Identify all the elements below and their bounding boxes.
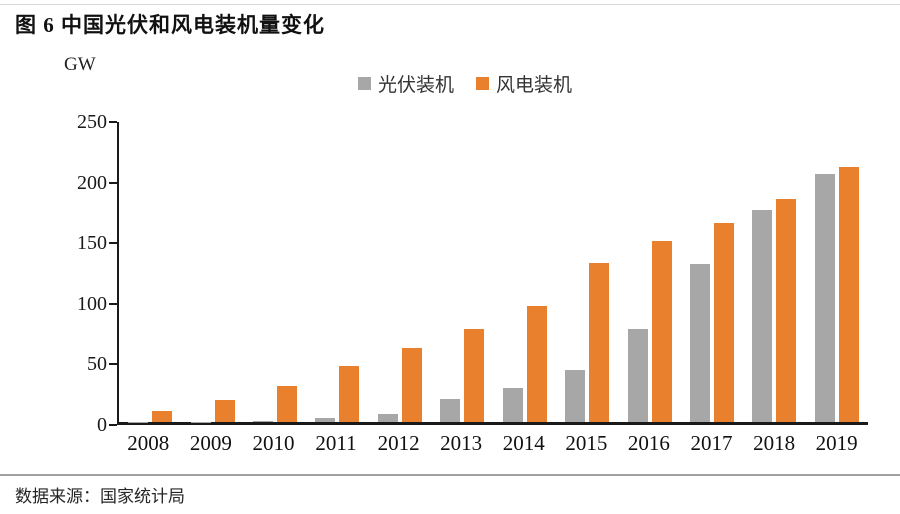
bar-wind-2015: [589, 263, 610, 422]
x-axis-label-2015: 2015: [565, 431, 608, 455]
bar-wind-2010: [277, 385, 298, 422]
legend-label-wind: 风电装机: [496, 75, 573, 96]
x-axis-label-2017: 2017: [690, 431, 733, 455]
bar-group-2015: [556, 122, 618, 422]
bar-group-2014: [494, 122, 556, 422]
bar-wind-2017: [714, 223, 734, 422]
x-axis-labels: 2008 2009 2010 2011 2012 2013 2014 2015 2016 2017…: [117, 431, 868, 456]
x-axis-label-2012: 2012: [377, 431, 420, 455]
y-tick-label-250: 250: [77, 111, 107, 133]
bar-pv-2017: [690, 264, 710, 422]
bar-pv-2012: [377, 413, 398, 422]
bottom-divider: [0, 474, 900, 476]
legend: 光伏装机 风电装机: [0, 70, 900, 97]
bar-group-2013: [431, 122, 493, 422]
bar-group-2011: [306, 122, 368, 422]
bar-group-2017: [681, 122, 743, 422]
bar-wind-2014: [526, 305, 547, 422]
bar-wind-2018: [776, 199, 797, 422]
x-axis-label-2018: 2018: [753, 431, 796, 455]
wind-series-swatch-icon: [476, 77, 489, 90]
y-tick-mark-100: [109, 302, 117, 305]
x-axis-label-2010: 2010: [252, 431, 295, 455]
bar-pv-2013: [440, 398, 461, 422]
bar-wind-2013: [464, 328, 485, 422]
x-axis-label-2011: 2011: [315, 431, 357, 455]
source-note: 数据来源：国家统计局: [15, 487, 185, 506]
legend-label-pv: 光伏装机: [377, 75, 454, 96]
bars-row: [119, 122, 868, 422]
bar-pv-2015: [565, 369, 586, 422]
x-axis-label-2013: 2013: [440, 431, 483, 455]
y-tick-label-0: 0: [97, 414, 107, 436]
plot-area: 0 50 100 150 200 250: [77, 111, 868, 436]
bar-group-2009: [181, 122, 243, 422]
bar-pv-2014: [502, 388, 523, 422]
bar-group-2016: [618, 122, 680, 422]
bar-group-2018: [743, 122, 805, 422]
bar-pv-2010: [253, 420, 274, 422]
top-divider: [0, 4, 900, 5]
y-tick-label-50: 50: [87, 353, 107, 376]
bar-wind-2011: [339, 366, 360, 422]
bar-group-2008: [119, 122, 181, 422]
legend-item-pv: 光伏装机: [357, 70, 454, 97]
legend-item-wind: 风电装机: [476, 70, 572, 97]
x-axis-label-2019: 2019: [815, 431, 858, 455]
x-axis-label-2016: 2016: [627, 431, 670, 455]
y-tick-mark-50: [109, 363, 117, 366]
y-tick-label-200: 200: [77, 171, 107, 194]
bar-group-2012: [369, 122, 431, 422]
bar-wind-2009: [214, 400, 235, 422]
y-tick-mark-150: [109, 242, 117, 245]
bar-pv-2019: [814, 173, 835, 422]
y-tick-mark-250: [109, 121, 117, 123]
bar-wind-2016: [651, 241, 672, 422]
x-axis-label-2009: 2009: [189, 431, 232, 455]
bar-pv-2011: [315, 418, 336, 422]
y-tick-label-150: 150: [77, 232, 107, 255]
bar-group-2019: [806, 122, 868, 422]
bar-wind-2012: [401, 348, 422, 422]
bar-wind-2019: [838, 167, 859, 422]
x-axis-label-2014: 2014: [502, 431, 545, 455]
chart-title: 图 6 中国光伏和风电装机量变化: [15, 13, 325, 37]
x-axis-label-2008: 2008: [127, 431, 170, 455]
bar-pv-2018: [752, 209, 773, 422]
bar-pv-2016: [627, 328, 648, 422]
y-axis-unit-label: GW: [64, 54, 96, 75]
y-tick-mark-200: [109, 181, 117, 184]
y-tick-mark-0: [109, 424, 117, 426]
bar-group-2010: [244, 122, 306, 422]
y-tick-label-100: 100: [77, 292, 107, 315]
pv-series-swatch-icon: [357, 77, 371, 90]
bar-wind-2008: [152, 411, 173, 422]
